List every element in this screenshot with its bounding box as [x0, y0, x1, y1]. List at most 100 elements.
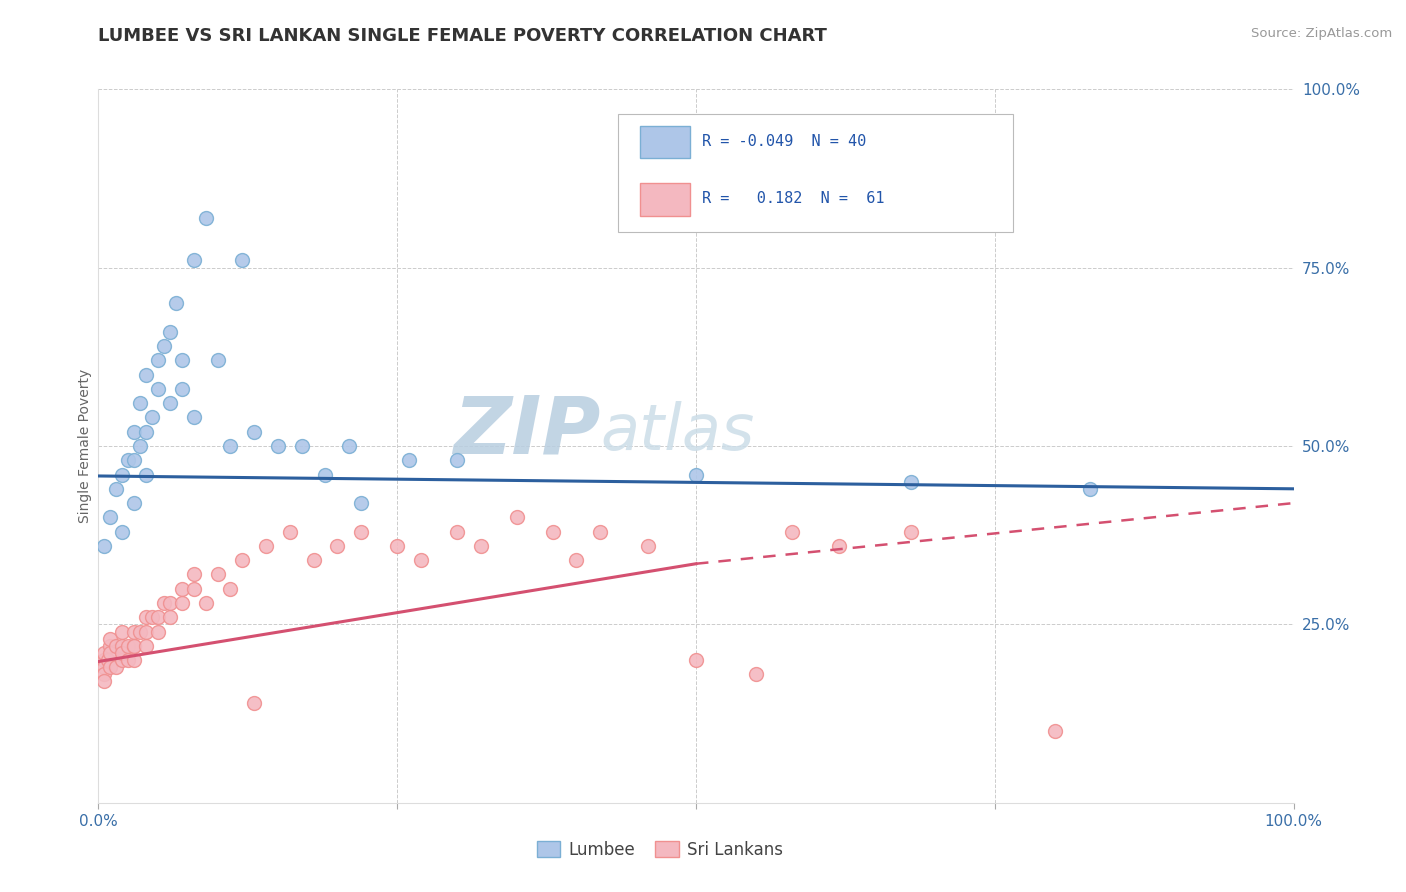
- Point: [267, 439, 290, 453]
- Point: [135, 368, 157, 382]
- Point: [98, 639, 122, 653]
- Point: [183, 253, 205, 268]
- Point: [326, 539, 349, 553]
- Point: [135, 624, 157, 639]
- Point: [148, 624, 170, 639]
- Point: [589, 524, 612, 539]
- Point: [153, 596, 176, 610]
- Text: R =   0.182  N =  61: R = 0.182 N = 61: [702, 191, 884, 206]
- Point: [135, 467, 157, 482]
- Text: Source: ZipAtlas.com: Source: ZipAtlas.com: [1251, 27, 1392, 40]
- FancyBboxPatch shape: [619, 114, 1012, 232]
- Point: [541, 524, 564, 539]
- Point: [93, 653, 115, 667]
- Point: [117, 653, 139, 667]
- Point: [446, 524, 468, 539]
- Point: [302, 553, 325, 567]
- Point: [685, 467, 707, 482]
- FancyBboxPatch shape: [640, 183, 690, 216]
- Point: [243, 425, 266, 439]
- Text: R = -0.049  N = 40: R = -0.049 N = 40: [702, 134, 866, 149]
- Point: [900, 475, 922, 489]
- Point: [93, 539, 115, 553]
- Point: [219, 582, 242, 596]
- Point: [98, 660, 122, 674]
- Point: [105, 482, 128, 496]
- Point: [129, 624, 152, 639]
- Point: [141, 610, 163, 624]
- Point: [1080, 482, 1102, 496]
- Point: [446, 453, 468, 467]
- Point: [745, 667, 768, 681]
- Y-axis label: Single Female Poverty: Single Female Poverty: [79, 369, 93, 523]
- Text: ZIP: ZIP: [453, 392, 600, 471]
- Text: atlas: atlas: [600, 401, 755, 463]
- Point: [111, 639, 134, 653]
- Point: [159, 396, 181, 410]
- Point: [124, 653, 146, 667]
- Point: [900, 524, 922, 539]
- Point: [183, 410, 205, 425]
- Point: [278, 524, 301, 539]
- Point: [565, 553, 588, 567]
- Point: [243, 696, 266, 710]
- Point: [98, 510, 122, 524]
- Point: [315, 467, 337, 482]
- Point: [195, 211, 218, 225]
- Point: [172, 596, 194, 610]
- Point: [385, 539, 409, 553]
- Point: [219, 439, 242, 453]
- Point: [124, 496, 146, 510]
- Text: LUMBEE VS SRI LANKAN SINGLE FEMALE POVERTY CORRELATION CHART: LUMBEE VS SRI LANKAN SINGLE FEMALE POVER…: [98, 27, 827, 45]
- Point: [117, 453, 139, 467]
- Point: [183, 567, 205, 582]
- Legend: Lumbee, Sri Lankans: Lumbee, Sri Lankans: [530, 835, 790, 866]
- Point: [124, 453, 146, 467]
- Point: [159, 325, 181, 339]
- Point: [135, 639, 157, 653]
- Point: [350, 496, 373, 510]
- Point: [148, 382, 170, 396]
- Point: [105, 660, 128, 674]
- Point: [350, 524, 373, 539]
- Point: [105, 639, 128, 653]
- Point: [339, 439, 361, 453]
- Point: [637, 539, 659, 553]
- Point: [129, 439, 152, 453]
- Point: [111, 653, 134, 667]
- Point: [183, 582, 205, 596]
- Point: [148, 610, 170, 624]
- Point: [159, 610, 181, 624]
- Point: [93, 674, 115, 689]
- Point: [470, 539, 492, 553]
- Point: [172, 382, 194, 396]
- Point: [117, 639, 139, 653]
- Point: [398, 453, 420, 467]
- Point: [291, 439, 314, 453]
- Point: [685, 653, 707, 667]
- Point: [153, 339, 176, 353]
- Point: [780, 524, 803, 539]
- Point: [506, 510, 529, 524]
- Point: [148, 353, 170, 368]
- Point: [411, 553, 433, 567]
- Point: [124, 639, 146, 653]
- Point: [93, 667, 115, 681]
- Point: [159, 596, 181, 610]
- Point: [207, 353, 229, 368]
- Point: [172, 353, 194, 368]
- Point: [141, 410, 163, 425]
- FancyBboxPatch shape: [640, 126, 690, 159]
- Point: [254, 539, 277, 553]
- Point: [98, 646, 122, 660]
- Point: [129, 396, 152, 410]
- Point: [111, 624, 134, 639]
- Point: [195, 596, 218, 610]
- Point: [98, 632, 122, 646]
- Point: [207, 567, 229, 582]
- Point: [111, 524, 134, 539]
- Point: [97, 653, 120, 667]
- Point: [111, 646, 134, 660]
- Point: [828, 539, 851, 553]
- Point: [135, 425, 157, 439]
